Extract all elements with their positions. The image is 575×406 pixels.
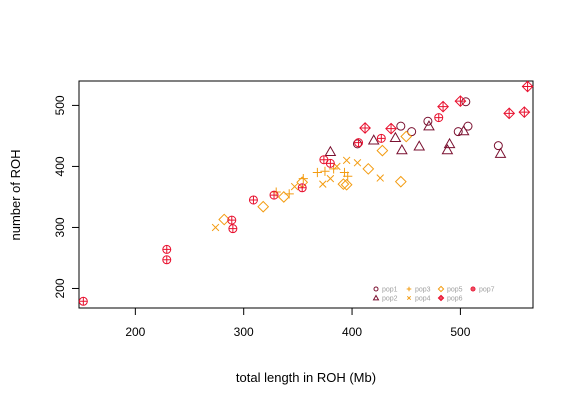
data-point [78, 296, 88, 306]
legend-item-pop4: pop4 [406, 295, 431, 303]
legend-symbol [406, 295, 412, 301]
legend-item-pop2: pop2 [372, 294, 398, 303]
data-point [337, 178, 350, 191]
data-point [162, 255, 172, 265]
data-point [324, 145, 337, 157]
data-point [400, 130, 413, 143]
legend-item-pop3: pop3 [406, 286, 431, 294]
legend-item-pop7: pop7 [470, 286, 495, 294]
data-point [396, 143, 408, 155]
data-point [453, 127, 463, 137]
data-point [362, 162, 375, 175]
data-point [340, 178, 353, 191]
data-point [376, 133, 386, 143]
data-point [407, 127, 417, 137]
y-axis-title: number of ROH [8, 149, 23, 240]
data-point [441, 143, 454, 155]
legend-symbol [470, 286, 476, 292]
data-point [521, 80, 534, 93]
data-point [343, 171, 353, 181]
data-point [423, 116, 433, 126]
y-tick-label: 500 [53, 95, 67, 115]
legend-label: pop1 [382, 287, 398, 294]
legend-item-pop6: pop6 [437, 294, 463, 303]
data-point [352, 139, 362, 149]
data-point [367, 134, 380, 145]
data-point [359, 122, 371, 134]
x-tick-label: 300 [234, 325, 254, 339]
x-axis-title: total length in ROH (Mb) [236, 370, 376, 385]
legend-item-pop5: pop5 [437, 285, 463, 294]
data-point [518, 106, 531, 119]
data-point [227, 215, 237, 225]
y-tick-label: 300 [53, 217, 67, 237]
legend-label: pop5 [447, 287, 463, 294]
data-points [78, 80, 534, 306]
data-point [319, 180, 327, 188]
legend-symbol [437, 294, 445, 302]
data-point [461, 97, 471, 107]
series-pop7 [78, 113, 444, 306]
data-point [269, 190, 279, 200]
data-point [443, 137, 456, 149]
x-tick-label: 400 [342, 325, 362, 339]
series-pop2 [324, 120, 507, 158]
y-tick-label: 400 [53, 156, 67, 176]
data-point [326, 174, 335, 183]
data-point [325, 158, 335, 168]
x-tick-label: 200 [125, 325, 145, 339]
x-axis: 200 300 400 500 [125, 307, 471, 339]
data-point [385, 122, 397, 135]
plot-box [78, 80, 534, 309]
data-point [394, 175, 407, 188]
legend: pop1 pop2 pop3 pop4 pop5 pop6 pop7 [372, 285, 495, 303]
data-point [218, 213, 231, 226]
legend-symbol [437, 285, 445, 293]
legend-symbol [373, 286, 379, 292]
legend-label: pop6 [447, 296, 463, 303]
data-point [457, 125, 470, 136]
series-pop6 [359, 80, 534, 135]
legend-symbol [406, 286, 412, 292]
data-point [376, 174, 384, 182]
data-point [434, 113, 444, 123]
legend-label: pop2 [382, 296, 398, 303]
legend-label: pop3 [415, 287, 431, 294]
data-point [396, 121, 406, 131]
data-point [228, 224, 238, 234]
legend-label: pop4 [415, 296, 431, 303]
data-point [320, 166, 330, 176]
data-point [354, 138, 364, 148]
data-point [290, 182, 299, 191]
data-point [257, 200, 270, 213]
data-point [211, 223, 220, 232]
y-tick-label: 200 [53, 278, 67, 298]
data-point [494, 147, 507, 158]
y-axis: 200 300 400 500 [53, 95, 80, 298]
data-point [454, 95, 467, 108]
data-point [162, 244, 172, 254]
data-point [376, 144, 389, 157]
series-pop5 [218, 130, 413, 226]
data-point [423, 120, 435, 131]
data-point [493, 141, 503, 151]
legend-item-pop1: pop1 [373, 286, 398, 294]
legend-label: pop7 [479, 287, 495, 294]
x-tick-label: 500 [450, 325, 470, 339]
data-point [437, 100, 449, 113]
data-point [277, 191, 290, 203]
data-point [342, 156, 351, 165]
data-point [312, 167, 322, 178]
data-point [503, 107, 516, 120]
data-point [248, 195, 258, 205]
data-point [353, 159, 362, 167]
data-point [413, 140, 426, 151]
data-point [297, 183, 307, 193]
data-point [389, 131, 402, 142]
legend-symbol [372, 294, 380, 301]
series-pop4 [211, 156, 384, 232]
